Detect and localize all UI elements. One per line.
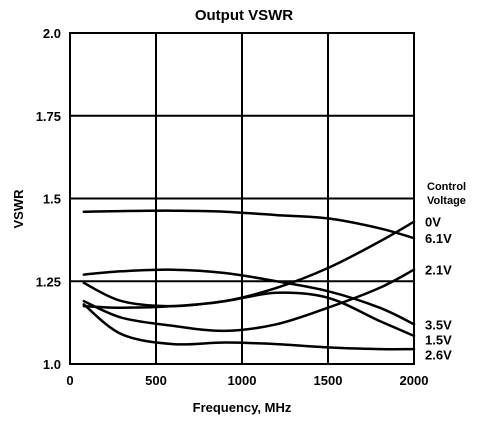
y-tick-label: 1.0 [43, 357, 61, 372]
legend-title-line-1: Control [427, 181, 466, 193]
series-line [82, 209, 416, 240]
x-tick-labels: 0 500 1000 1500 2000 [66, 373, 428, 388]
y-tick-label: 2.0 [43, 26, 61, 41]
y-tick-labels: 1.0 1.25 1.5 1.75 2.0 [36, 26, 61, 372]
x-tick-label: 500 [145, 373, 167, 388]
series-label: 2.6V [425, 347, 452, 362]
series-label: 6.1V [425, 231, 452, 246]
plot-frame [69, 32, 415, 365]
series-label: 1.5V [425, 332, 452, 347]
x-tick-label: 0 [66, 373, 73, 388]
series-line [82, 268, 416, 333]
series-label: 0V [425, 215, 441, 230]
series-line [82, 268, 416, 326]
series-label: 2.1V [425, 263, 452, 278]
legend-title-line-2: Voltage [427, 195, 466, 207]
y-tick-label: 1.75 [36, 109, 61, 124]
x-tick-label: 2000 [400, 373, 429, 388]
series-line [82, 303, 416, 351]
y-tick-label: 1.5 [43, 192, 61, 207]
y-tick-label: 1.25 [36, 274, 61, 289]
grid [69, 32, 415, 365]
chart-title: Output VSWR [195, 7, 293, 24]
x-axis-label: Frequency, MHz [193, 400, 292, 415]
series-label: 3.5V [425, 317, 452, 332]
x-tick-label: 1500 [314, 373, 343, 388]
x-tick-label: 1000 [228, 373, 257, 388]
series-labels: 0V6.1V 2.1V 3.5V1.5V2.6V [425, 215, 452, 363]
series-line [82, 281, 416, 338]
y-axis-label: VSWR [11, 189, 26, 229]
series-lines [82, 209, 416, 351]
